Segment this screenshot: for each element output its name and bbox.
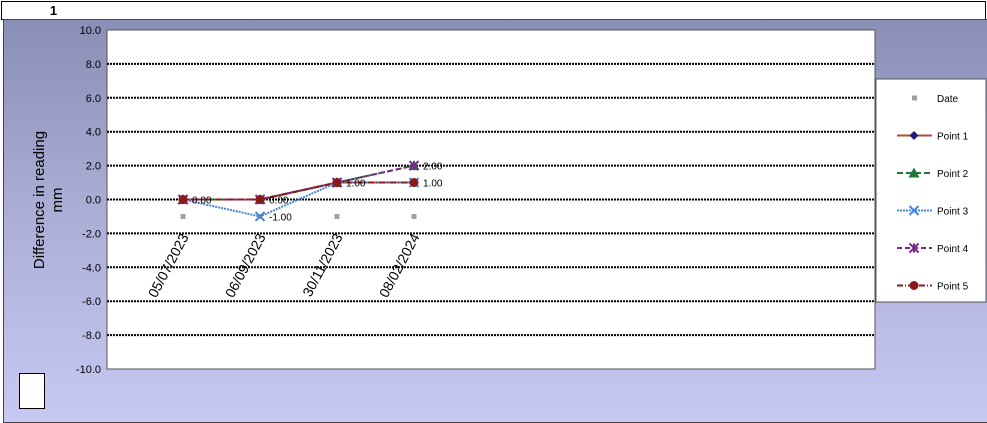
y-tick-label: 2.0	[86, 161, 101, 173]
data-point	[255, 195, 265, 204]
legend-entry: Point 4	[897, 242, 969, 255]
legend-marker	[908, 242, 920, 254]
legend-swatch	[912, 95, 917, 101]
legend-entry: Date	[912, 94, 959, 105]
legend-label: Point 3	[937, 207, 969, 218]
data-point	[408, 160, 420, 171]
legend-entry: Point 1	[897, 131, 969, 143]
data-label: -1.00	[269, 212, 292, 223]
legend-label: Point 2	[937, 169, 969, 180]
y-tick-label: 6.0	[86, 93, 101, 105]
data-label: 2.00	[423, 162, 443, 173]
legend-entry: Point 5	[897, 281, 969, 293]
data-point	[332, 178, 342, 188]
series-line	[183, 181, 414, 201]
legend-label: Point 5	[937, 282, 969, 293]
data-point	[178, 195, 188, 204]
data-label: 0.00	[192, 196, 212, 207]
data-label: 0.00	[269, 196, 289, 207]
series-line	[182, 181, 414, 218]
legend-label: Point 4	[937, 244, 969, 255]
x-marker-stroke	[908, 205, 920, 216]
x-marker-stroke	[254, 211, 266, 222]
data-label: 1.00	[423, 179, 443, 190]
y-tick-label: 4.0	[86, 127, 101, 139]
legend-marker	[908, 167, 920, 178]
legend-label: Point 1	[937, 132, 969, 143]
series-point-5	[178, 178, 419, 204]
y-axis-title: Difference in readingmm	[31, 131, 66, 269]
series-line	[183, 164, 415, 201]
y-tick-label: -2.0	[82, 228, 101, 240]
data-point	[409, 178, 419, 188]
legend-entry: Point 3	[897, 205, 969, 218]
legend-marker	[908, 205, 920, 216]
y-tick-label: 10.0	[80, 25, 101, 37]
y-tick-label: 0.0	[86, 195, 101, 207]
y-tick-label: -4.0	[82, 262, 101, 274]
y-axis-title-line: mm	[49, 188, 66, 213]
corner-box[interactable]	[19, 373, 45, 409]
legend-marker	[909, 281, 919, 290]
date-marker	[180, 213, 186, 219]
date-marker	[411, 213, 417, 219]
y-tick-label: -6.0	[82, 296, 101, 308]
y-tick-label: 8.0	[86, 59, 101, 71]
legend-label: Date	[937, 94, 959, 105]
y-tick-label: -10.0	[76, 364, 101, 376]
y-axis-title-line: Difference in reading	[31, 131, 48, 269]
legend-marker	[909, 131, 919, 140]
y-tick-label: -8.0	[82, 330, 101, 342]
legend	[875, 78, 987, 303]
data-point	[254, 211, 266, 222]
data-label: 1.00	[346, 179, 366, 190]
date-marker	[334, 213, 340, 219]
legend-entry: Point 2	[897, 167, 969, 180]
